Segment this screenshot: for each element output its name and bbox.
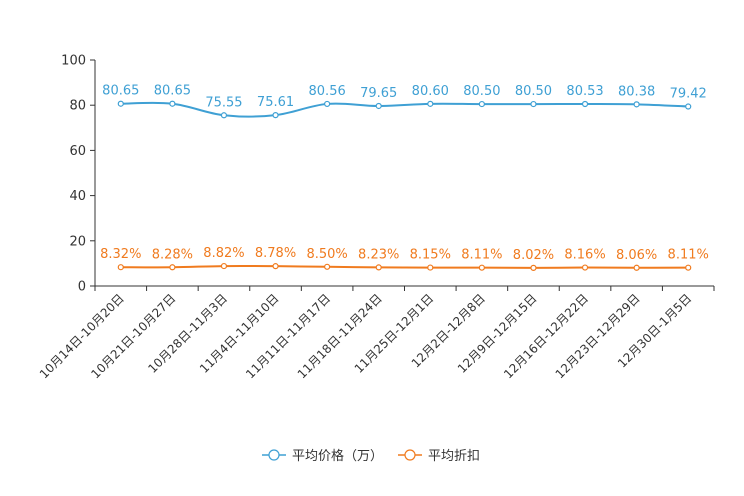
data-point	[272, 263, 279, 270]
data-label: 80.56	[309, 84, 346, 99]
data-label: 8.32%	[100, 247, 141, 262]
x-tick-label: 12月16日-12月22日	[501, 291, 591, 381]
legend-marker-icon	[268, 449, 280, 461]
data-label: 75.61	[257, 95, 294, 110]
data-point	[117, 264, 124, 271]
data-point	[581, 100, 589, 108]
legend[interactable]: 平均价格（万） 平均折扣	[262, 448, 480, 464]
data-point	[478, 264, 485, 271]
data-point	[530, 100, 537, 108]
data-point	[633, 264, 640, 271]
data-label: 75.55	[205, 95, 242, 110]
series-0: 80.65 80.65 75.55 75.61 80.56 79.65 80.60 80.50…	[102, 84, 707, 119]
legend-marker-icon	[404, 449, 416, 461]
data-label: 8.15%	[410, 248, 451, 263]
series-line	[120, 264, 689, 269]
x-tick-label: 10月21日-10月27日	[88, 291, 178, 381]
data-point	[375, 264, 382, 271]
data-point	[220, 112, 228, 119]
data-label: 8.23%	[358, 247, 399, 262]
data-label: 80.50	[463, 84, 500, 99]
data-point	[272, 112, 279, 119]
series-layer: 80.65 80.65 75.55 75.61 80.56 79.65 80.60 80.50…	[100, 84, 709, 271]
y-tick-label: 40	[69, 189, 86, 204]
x-tick-label: 11月11日-11月17日	[243, 291, 333, 381]
data-point	[427, 264, 434, 271]
x-tick-label: 10月14日-10月20日	[37, 291, 127, 381]
data-point	[169, 264, 176, 271]
y-tick-label: 0	[78, 280, 86, 295]
data-point	[633, 101, 640, 108]
data-point	[685, 103, 692, 110]
data-label: 80.65	[102, 84, 139, 99]
y-tick-label: 100	[61, 54, 86, 69]
data-label: 80.65	[154, 84, 191, 99]
data-label: 80.53	[566, 84, 603, 99]
series-line	[120, 101, 689, 118]
data-point	[478, 100, 485, 108]
data-label: 8.11%	[668, 248, 709, 263]
data-label: 8.16%	[564, 248, 605, 263]
data-point	[169, 100, 176, 107]
x-tick-label: 11月18日-11月24日	[295, 291, 385, 381]
data-point	[324, 263, 331, 270]
legend-label: 平均折扣	[428, 449, 480, 464]
data-label: 8.50%	[306, 247, 347, 262]
y-tick-label: 80	[69, 99, 86, 114]
x-tick-label: 12月23日-12月29日	[553, 291, 643, 381]
data-point	[685, 264, 692, 271]
data-label: 8.02%	[513, 248, 554, 263]
y-tick-label: 60	[69, 144, 86, 159]
data-label: 80.50	[515, 84, 552, 99]
data-label: 79.42	[670, 87, 707, 102]
data-point	[530, 264, 537, 271]
data-label: 8.28%	[152, 247, 193, 262]
legend-item-1[interactable]: 平均折扣	[398, 449, 480, 464]
data-label: 8.82%	[203, 246, 244, 261]
series-1: 8.32% 8.28% 8.82% 8.78% 8.50% 8.23% 8.15% 8.11%…	[100, 246, 709, 271]
data-point	[324, 100, 331, 108]
data-label: 79.65	[360, 86, 397, 101]
y-tick-label: 20	[69, 234, 86, 249]
data-point	[220, 262, 228, 270]
data-label: 8.78%	[255, 246, 296, 261]
data-point	[581, 264, 589, 271]
data-point	[117, 100, 124, 107]
legend-label: 平均价格（万）	[292, 448, 383, 464]
data-label: 8.06%	[616, 248, 657, 263]
data-point	[427, 100, 434, 107]
data-point	[375, 102, 382, 110]
data-label: 80.60	[412, 84, 449, 99]
legend-item-0[interactable]: 平均价格（万）	[262, 448, 383, 464]
data-label: 80.38	[618, 84, 655, 99]
data-label: 8.11%	[461, 248, 502, 263]
